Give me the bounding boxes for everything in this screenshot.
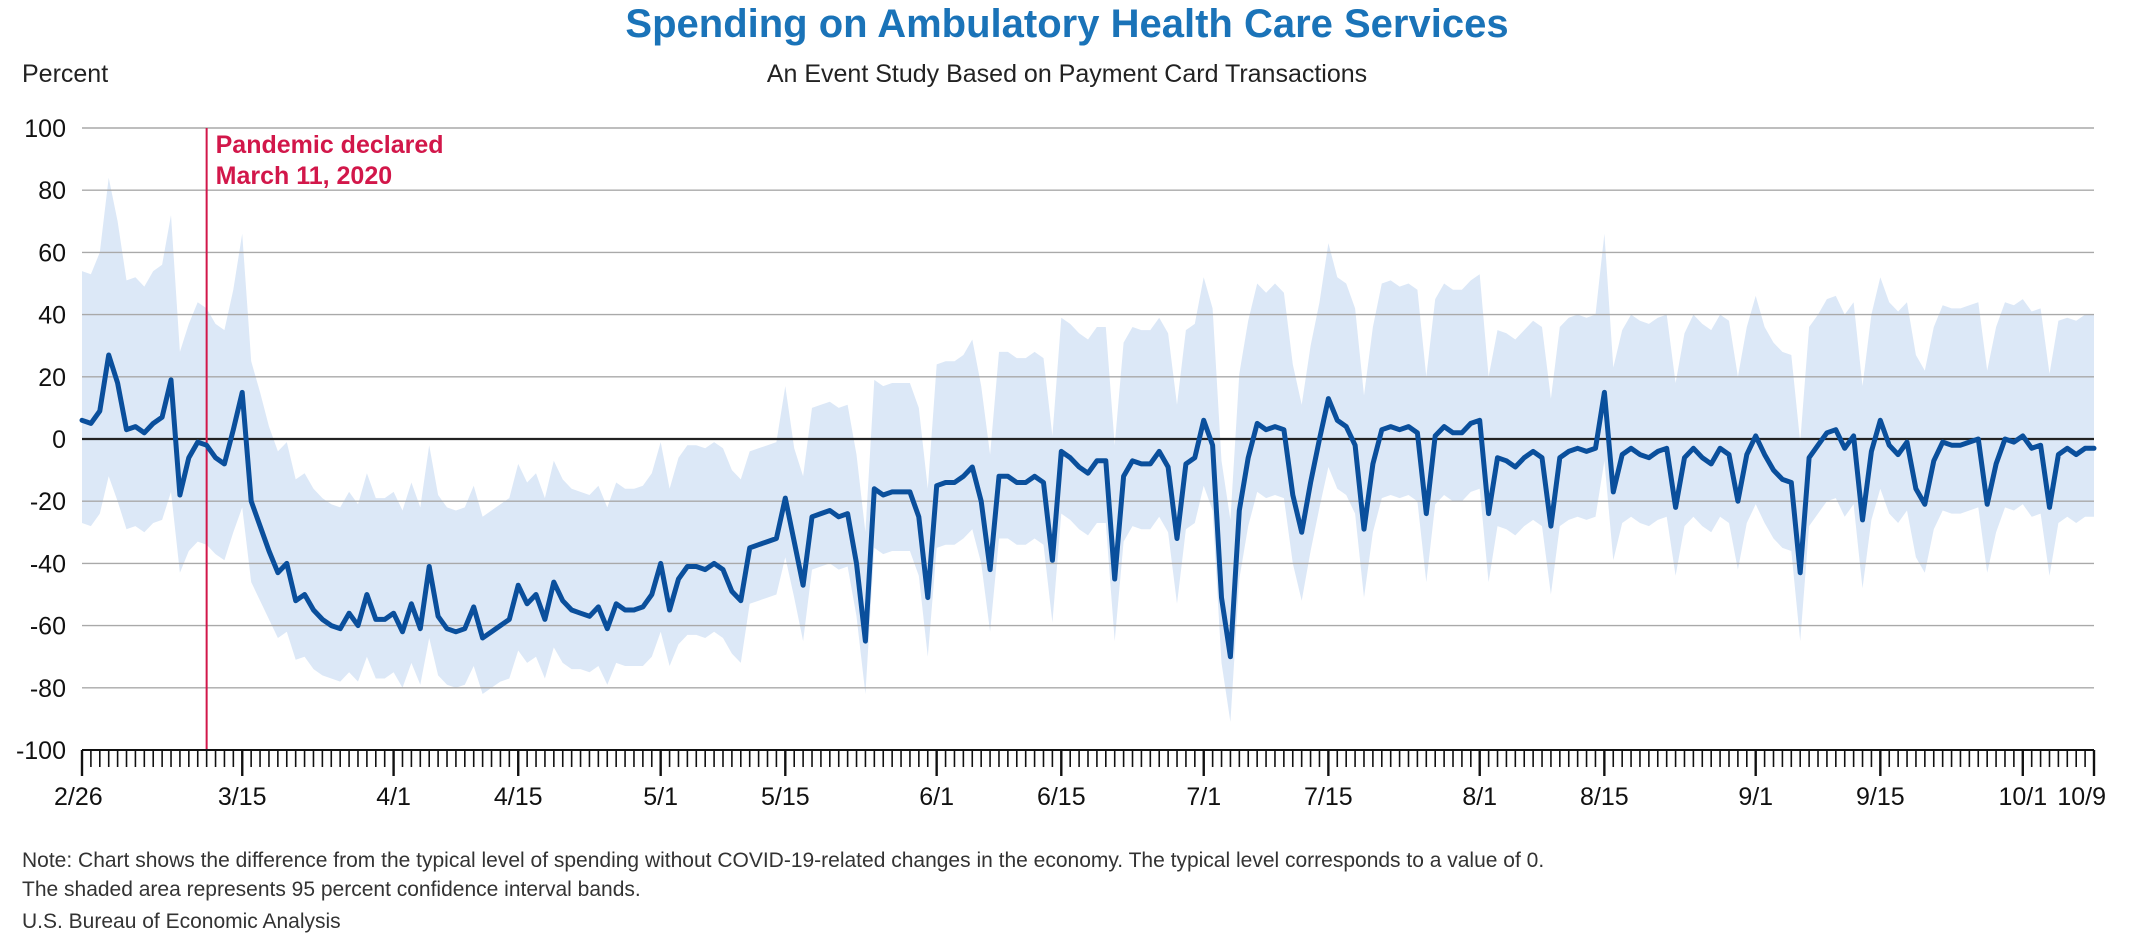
y-axis-label: Percent — [22, 60, 109, 88]
y-tick-label: -100 — [16, 737, 66, 765]
x-tick-label: 4/15 — [494, 783, 543, 811]
x-tick-label: 5/15 — [761, 783, 810, 811]
confidence-band — [82, 177, 2094, 723]
annotation-text-line-1: Pandemic declared — [216, 131, 444, 159]
chart-subtitle: An Event Study Based on Payment Card Tra… — [766, 60, 1368, 88]
note-line-2: The shaded area represents 95 percent co… — [22, 878, 641, 901]
chart-title: Spending on Ambulatory Health Care Servi… — [625, 2, 1509, 46]
y-tick-label: 20 — [38, 364, 66, 392]
series-line-layer — [79, 352, 2097, 660]
y-tick-label: -60 — [30, 613, 66, 641]
confidence-band-layer — [82, 177, 2094, 723]
y-tick-label: 0 — [52, 426, 66, 454]
y-tick-label: 60 — [38, 239, 66, 267]
source-credit: U.S. Bureau of Economic Analysis — [22, 910, 341, 933]
x-tick-label: 3/15 — [218, 783, 267, 811]
x-axis: 2/26 3/15 4/1 4/15 5/1 5/15 6/1 6/15 7/1 7/15 8/1 8… — [54, 749, 2106, 811]
x-tick-label: 4/1 — [376, 783, 411, 811]
y-tick-label: 100 — [24, 115, 66, 143]
y-tick-label: -20 — [30, 488, 66, 516]
note-line-1: Note: Chart shows the difference from th… — [22, 849, 1545, 872]
x-tick-label: 9/15 — [1856, 783, 1905, 811]
y-tick-label: 40 — [38, 302, 66, 330]
x-tick-label: 8/1 — [1462, 783, 1497, 811]
chart-note: Note: Chart shows the difference from th… — [22, 846, 1544, 904]
gridlines — [82, 127, 2094, 689]
x-tick-label: 6/1 — [919, 783, 954, 811]
x-tick-label: 9/1 — [1738, 783, 1773, 811]
y-tick-label: -80 — [30, 675, 66, 703]
annotation-text-line-2: March 11, 2020 — [216, 162, 393, 190]
y-tick-labels: 100 80 60 40 20 0 -20 -40 -60 -80 -100 — [16, 115, 66, 765]
y-tick-label: -40 — [30, 550, 66, 578]
x-tick-label: 2/26 — [54, 783, 103, 811]
x-tick-label: 8/15 — [1580, 783, 1629, 811]
x-tick-label: 10/9 — [2057, 783, 2106, 811]
x-tick-label: 5/1 — [643, 783, 678, 811]
y-tick-label: 80 — [38, 177, 66, 205]
x-tick-label: 7/15 — [1304, 783, 1353, 811]
annotation-layer: Pandemic declared March 11, 2020 — [205, 128, 444, 750]
series-line — [79, 352, 2097, 660]
x-tick-label: 7/1 — [1186, 783, 1221, 811]
x-tick-label: 10/1 — [1998, 783, 2047, 811]
x-tick-label: 6/15 — [1037, 783, 1086, 811]
